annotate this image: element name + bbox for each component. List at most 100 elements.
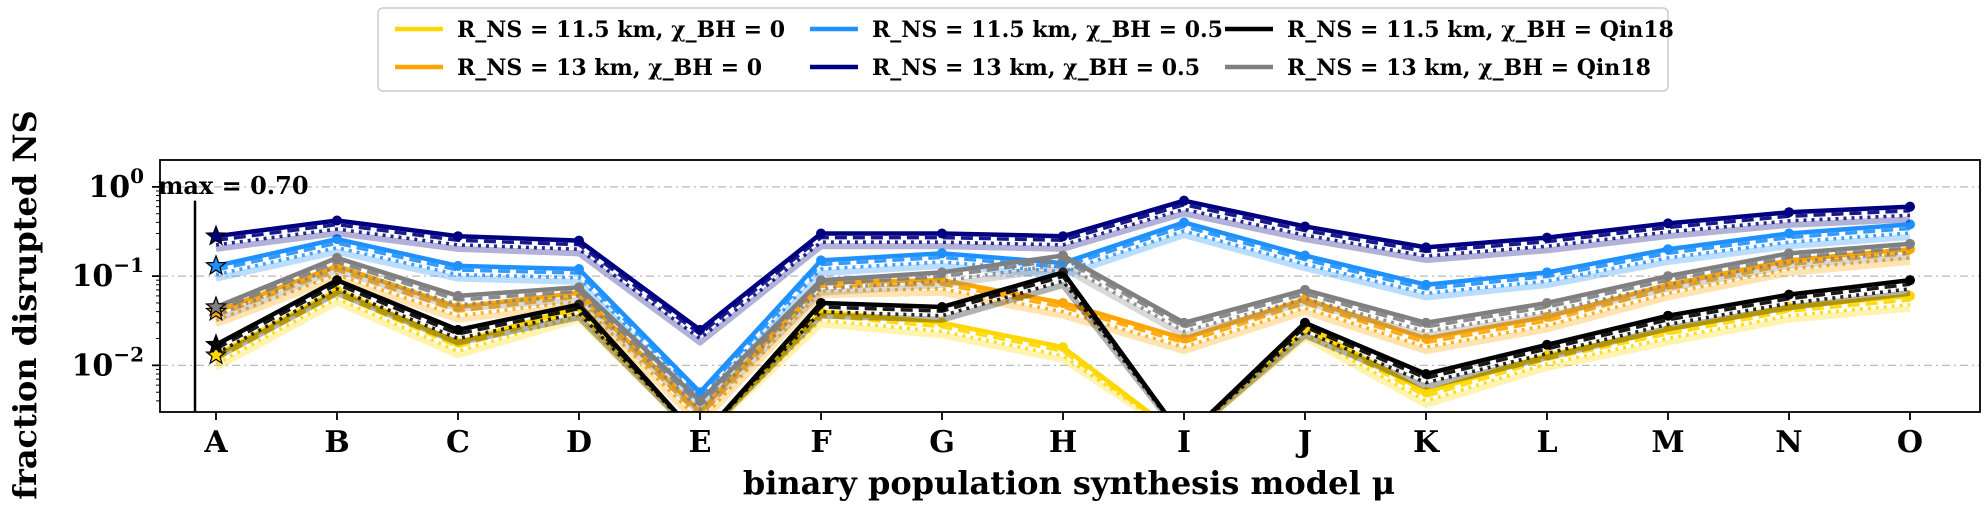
series-1-line-3 [214,258,1911,412]
legend-entry-1: R_NS = 13 km, χ_BH = 0 [457,55,762,81]
series-1-point-9 [1300,294,1310,305]
series-5-point-13 [1784,248,1794,259]
series-2-point-11 [1542,267,1552,278]
series-4-point-6 [937,302,947,313]
series-5-point-7 [1058,250,1068,261]
series-3-point-14 [1905,201,1915,212]
x-tick-label-6: G [929,425,955,460]
plot-frame [159,159,1981,413]
x-tick-label-12: M [1651,425,1684,460]
legend-entry-5: R_NS = 13 km, χ_BH = Qin18 [1287,55,1651,81]
series-4-point-9 [1300,317,1310,328]
legend-entry-4: R_NS = 11.5 km, χ_BH = Qin18 [1287,17,1674,43]
series-3-point-7 [1058,231,1068,242]
x-axis-label: binary population synthesis model μ [743,464,1395,502]
series-2-point-8 [1179,217,1189,228]
legend-entry-3: R_NS = 13 km, χ_BH = 0.5 [872,55,1200,81]
series-3-point-9 [1300,221,1310,232]
x-tick-label-13: N [1775,425,1802,460]
series-2-point-4 [695,387,705,398]
star-marker-0 [204,343,228,365]
series-2-point-1 [332,234,342,245]
series-4-point-10 [1421,368,1431,379]
series-5-point-3 [574,282,584,293]
x-tick-label-14: O [1897,425,1923,460]
series-4-line-3 [214,282,1911,412]
series-5-line-2 [215,250,1911,412]
star-marker-4 [204,333,228,355]
series-4-point-12 [1663,310,1673,321]
y-tick-label-1: 10−1 [72,253,144,294]
series-1-point-11 [1542,311,1552,322]
series-0-line-1 [215,292,1911,412]
series-4-point-1 [332,275,342,286]
x-tick-label-8: I [1177,425,1191,460]
series-1-point-10 [1421,333,1431,344]
series-5-point-1 [332,252,342,263]
x-tick-label-3: D [566,425,592,460]
series-4-point-7 [1058,267,1068,278]
x-tick-label-1: B [324,425,349,460]
series-3-line-2 [215,207,1911,341]
x-tick-label-10: K [1413,425,1440,460]
series-4 [211,267,1915,412]
series-4-point-2 [453,324,463,335]
series-3-line-1 [215,203,1911,336]
series-5-point-10 [1421,317,1431,328]
series-5 [211,238,1915,412]
series-3-point-13 [1784,207,1794,218]
series-2-point-9 [1300,250,1310,261]
legend-entry-2: R_NS = 11.5 km, χ_BH = 0.5 [872,17,1223,43]
series-4-line-2 [215,279,1911,412]
series-3-point-10 [1421,242,1431,253]
axes: 100 10−1 10−2 A B C D E F G H I J K L M N O [72,159,1981,460]
series-1-point-2 [453,302,463,313]
x-tick-label-7: H [1049,425,1077,460]
series-2-point-6 [937,248,947,259]
series-0 [211,284,1915,412]
series-3-point-8 [1179,195,1189,206]
series-5-line-3 [214,253,1911,412]
x-tick-label-9: J [1295,425,1312,460]
series-3-point-12 [1663,218,1673,229]
legend-entry-0: R_NS = 11.5 km, χ_BH = 0 [457,17,785,43]
series-4-point-13 [1784,289,1794,300]
series-5-point-8 [1179,317,1189,328]
series-4-point-11 [1542,339,1552,350]
series-0-point-6 [937,317,947,328]
x-tick-label-11: L [1536,425,1557,460]
series-4-point-14 [1905,275,1915,286]
series-2-point-5 [816,255,826,266]
series-5-point-4 [695,395,705,406]
series-5-point-5 [816,275,826,286]
series-2-point-2 [453,260,463,271]
series-0-point-10 [1421,387,1431,398]
series-4-point-5 [816,297,826,308]
series-1-line-2 [215,256,1911,412]
series-3-point-5 [816,228,826,239]
series-3-point-11 [1542,232,1552,243]
legend-box [377,7,1669,92]
series-3-point-2 [453,231,463,242]
x-tick-label-0: A [203,425,228,460]
series-3-point-4 [695,324,705,335]
x-tick-label-2: C [446,425,470,460]
series-2-point-3 [574,264,584,275]
series-3-point-1 [332,215,342,226]
series-2-point-14 [1905,219,1915,230]
series-5-point-6 [937,267,947,278]
series-2-point-10 [1421,279,1431,290]
series-5-point-12 [1663,271,1673,282]
series-2-point-13 [1784,228,1794,239]
series-0-point-14 [1905,290,1915,301]
star-marker-2 [204,254,228,276]
series-1-line-1 [215,251,1911,412]
series-5-point-2 [453,290,463,301]
series-0-point-12 [1663,324,1673,335]
series-5-point-14 [1905,238,1915,249]
y-tick-label-2: 10−2 [72,342,144,383]
series-5-point-11 [1542,297,1552,308]
star-marker-3 [204,224,228,246]
series-3-point-6 [937,228,947,239]
series-3 [211,195,1915,346]
